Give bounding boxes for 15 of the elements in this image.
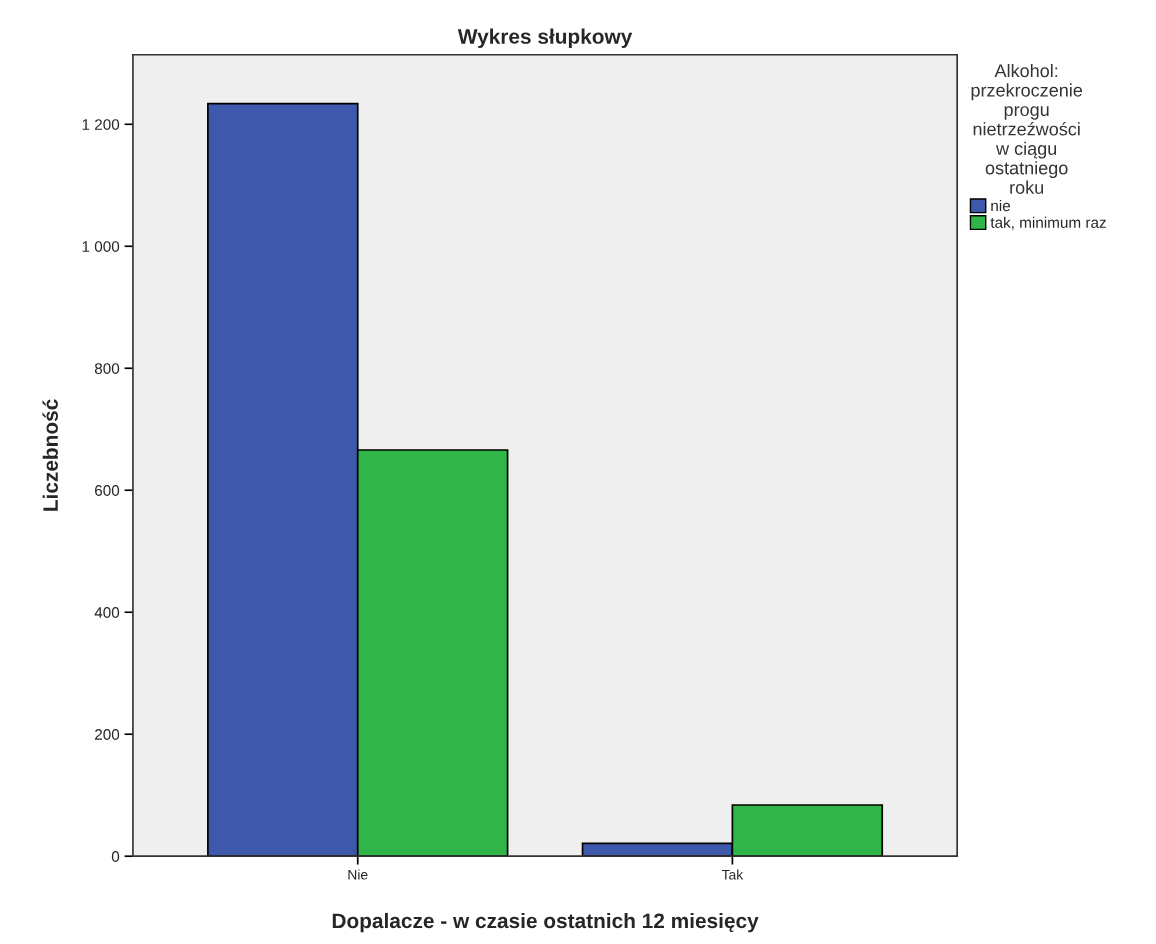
y-tick-label: 800 — [94, 363, 120, 374]
y-tick-label: 600 — [95, 485, 120, 496]
legend-label: tak, minimum raz — [990, 216, 1106, 230]
x-tick-label: Nie — [348, 869, 368, 880]
legend-label: nie — [991, 199, 1011, 212]
legend-title: Alkohol: przekroczenie progu nietrzeźwości w ciągu ostatniego roku — [971, 63, 1083, 194]
chart-title: Wykres słupkowy — [457, 28, 633, 48]
x-tick-label: Tak — [721, 869, 744, 880]
y-tick-label: 200 — [95, 729, 120, 740]
y-axis-title: Liczebność — [42, 399, 58, 511]
x-axis-title: Dopalacze - w czasie ostatnich 12 miesięcy — [332, 912, 759, 933]
y-tick-label: 1 200 — [82, 119, 120, 130]
y-tick-label: 0 — [111, 851, 120, 862]
y-tick-label: 1 000 — [82, 241, 120, 252]
y-tick-label: 400 — [94, 607, 120, 618]
